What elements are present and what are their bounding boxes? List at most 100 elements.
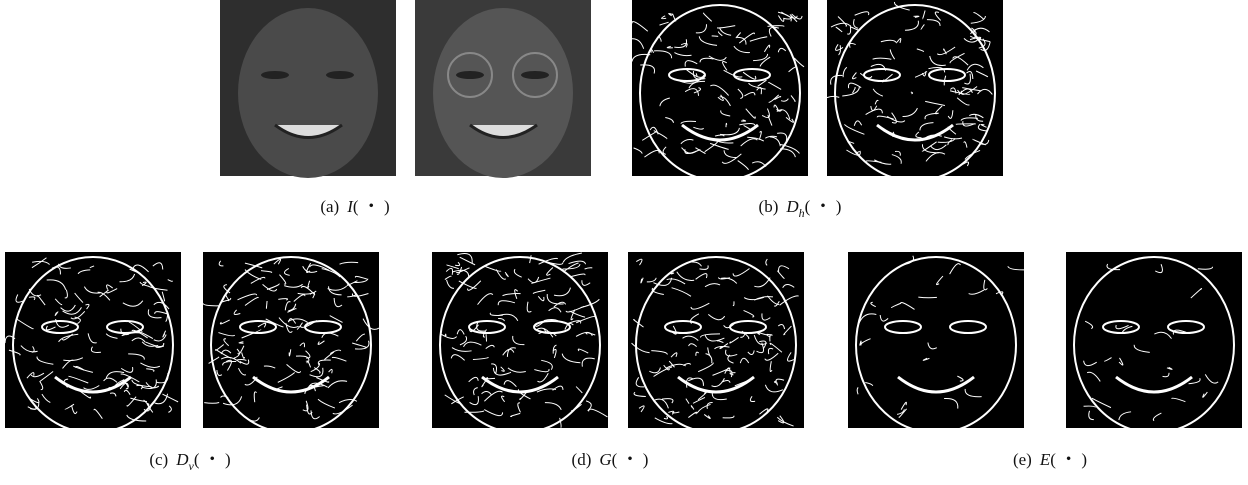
edge-stroke bbox=[980, 123, 987, 128]
edge-stroke bbox=[120, 366, 134, 373]
edge-stroke bbox=[975, 114, 984, 122]
edge-stroke bbox=[686, 377, 694, 388]
edge-stroke bbox=[674, 52, 692, 57]
edge-stroke bbox=[768, 26, 779, 37]
edge-stroke bbox=[29, 405, 37, 410]
edge-stroke bbox=[445, 264, 459, 270]
edge-stroke bbox=[669, 272, 675, 275]
edge-stroke bbox=[147, 309, 162, 319]
edge-stroke bbox=[970, 15, 986, 24]
image-bg bbox=[848, 252, 1024, 428]
edge-stroke bbox=[355, 333, 365, 342]
eye-edge bbox=[239, 320, 277, 334]
edge-stroke bbox=[631, 342, 650, 354]
edge-stroke bbox=[146, 368, 155, 372]
edge-stroke bbox=[633, 391, 646, 398]
edge-stroke bbox=[769, 342, 783, 353]
edge-stroke bbox=[962, 121, 975, 127]
caption: (d) G( ・ ) bbox=[572, 450, 649, 469]
edge-stroke bbox=[729, 337, 739, 344]
edge-stroke bbox=[1155, 264, 1163, 274]
edge-stroke bbox=[30, 398, 40, 404]
edge-stroke bbox=[732, 268, 750, 277]
edge-stroke bbox=[562, 252, 582, 263]
edge-stroke bbox=[697, 362, 714, 373]
edge-stroke bbox=[952, 56, 969, 66]
edge-stroke bbox=[141, 281, 147, 287]
edge-stroke bbox=[685, 398, 690, 404]
edge-stroke bbox=[497, 300, 516, 306]
edge-stroke bbox=[20, 345, 38, 353]
edge-stroke bbox=[977, 123, 987, 132]
eye bbox=[521, 71, 549, 79]
edge-stroke bbox=[904, 20, 919, 31]
edge-stroke bbox=[532, 289, 546, 294]
edge-stroke bbox=[51, 266, 61, 275]
edge-stroke bbox=[894, 1, 910, 11]
mouth-edge bbox=[681, 123, 759, 142]
edge-stroke bbox=[28, 296, 36, 301]
edge-stroke bbox=[936, 46, 956, 56]
edge-stroke bbox=[328, 368, 333, 374]
edge-stroke bbox=[445, 267, 454, 275]
edge-stroke bbox=[362, 318, 380, 330]
edge-stroke bbox=[651, 287, 664, 295]
edge-stroke bbox=[852, 87, 856, 94]
edge-stroke bbox=[921, 10, 926, 20]
edge-stroke bbox=[929, 144, 947, 151]
edge-stroke bbox=[665, 363, 686, 369]
edge-stroke bbox=[220, 299, 230, 304]
edge-stroke bbox=[969, 113, 984, 119]
edge-stroke bbox=[283, 267, 290, 276]
edge-stroke bbox=[576, 315, 597, 324]
edge-stroke bbox=[1118, 411, 1132, 421]
mouth-edge bbox=[481, 375, 559, 394]
edge-stroke bbox=[765, 258, 768, 266]
edge-stroke bbox=[702, 12, 713, 22]
edge-stroke bbox=[307, 280, 311, 289]
edge-stroke bbox=[317, 359, 331, 366]
edge-stroke bbox=[469, 396, 479, 406]
caption-arg: ( ・ ) bbox=[612, 450, 649, 469]
edge-stroke bbox=[68, 375, 89, 384]
edge-stroke bbox=[1204, 374, 1219, 384]
edge-stroke bbox=[459, 256, 476, 266]
edge-stroke bbox=[500, 366, 505, 372]
edge-stroke bbox=[741, 119, 747, 122]
edge-stroke bbox=[514, 289, 519, 299]
glasses bbox=[512, 52, 558, 98]
edge-stroke bbox=[584, 267, 593, 270]
edge-stroke bbox=[759, 340, 767, 350]
edge-stroke bbox=[666, 278, 686, 285]
edge-stroke bbox=[638, 405, 645, 413]
edge-stroke bbox=[695, 351, 700, 356]
edge-stroke bbox=[452, 269, 470, 278]
edge-stroke bbox=[288, 303, 297, 312]
edge-stroke bbox=[1166, 366, 1173, 370]
edge-stroke bbox=[31, 346, 35, 353]
edge-stroke bbox=[970, 27, 990, 35]
edge-stroke bbox=[241, 328, 262, 339]
edge-stroke bbox=[485, 344, 495, 350]
edge-stroke bbox=[777, 323, 786, 330]
edge-stroke bbox=[826, 95, 840, 99]
edge-stroke bbox=[720, 277, 738, 284]
caption-symbol: D bbox=[785, 197, 799, 216]
edge-stroke bbox=[717, 94, 724, 102]
edge-stroke bbox=[162, 393, 179, 403]
edge-stroke bbox=[635, 377, 645, 388]
eye-edge bbox=[1167, 320, 1205, 334]
edge-stroke bbox=[89, 265, 95, 269]
edge-stroke bbox=[309, 292, 315, 299]
edge-stroke bbox=[668, 410, 675, 415]
edge-stroke bbox=[130, 397, 147, 403]
edge-stroke bbox=[915, 131, 922, 139]
edge-stroke bbox=[103, 377, 118, 383]
edge-stroke bbox=[969, 36, 982, 41]
edge-stroke bbox=[30, 372, 45, 378]
edge-stroke bbox=[777, 11, 792, 22]
edge-stroke bbox=[711, 378, 725, 388]
edge-stroke bbox=[743, 309, 755, 318]
edge-stroke bbox=[849, 42, 856, 48]
edge-stroke bbox=[722, 415, 735, 419]
